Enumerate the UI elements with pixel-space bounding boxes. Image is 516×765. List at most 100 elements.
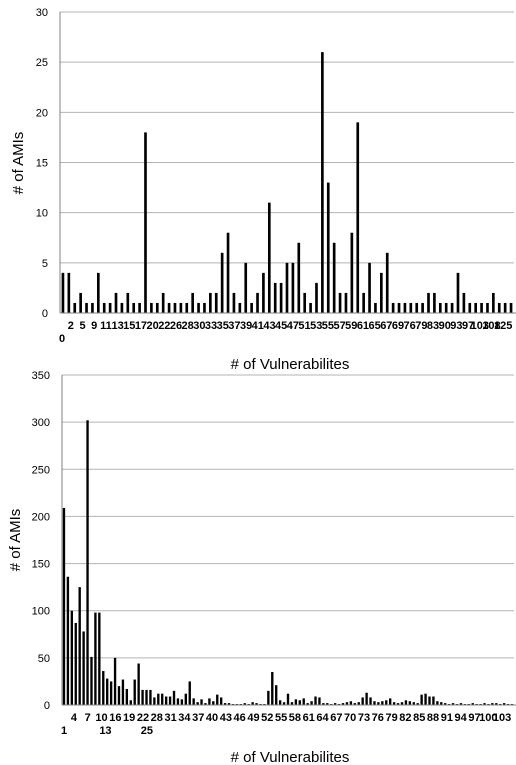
bar [369, 697, 371, 705]
bar [373, 701, 375, 705]
bar [428, 697, 430, 705]
bar [138, 303, 141, 313]
x-axis-title: # of Vulnerabilites [231, 356, 350, 370]
bar [161, 694, 163, 705]
bar [292, 263, 295, 313]
bar [79, 587, 81, 705]
bar [157, 694, 159, 705]
y-tick-label: 0 [44, 700, 50, 712]
y-tick-label: 15 [36, 158, 48, 170]
x-tick-label: 70 [344, 712, 356, 724]
bar [121, 303, 124, 313]
bar [267, 691, 269, 705]
bar [134, 680, 136, 705]
y-tick-label: 150 [32, 559, 50, 571]
bar [339, 293, 342, 313]
bar [498, 303, 501, 313]
bar [144, 132, 147, 313]
bar [86, 420, 88, 705]
x-tick-label: 39 [240, 320, 252, 332]
bar [492, 293, 495, 313]
bars [63, 420, 513, 705]
bar [185, 303, 188, 313]
x-tick-label: 13 [99, 725, 111, 737]
bar [405, 700, 407, 705]
bar [389, 698, 391, 705]
x-tick-label: 5 [79, 320, 85, 332]
x-tick-label: 91 [441, 712, 453, 724]
bar [227, 233, 230, 313]
bar [415, 303, 418, 313]
y-tick-label: 0 [42, 308, 48, 320]
x-tick-label: 61 [303, 712, 315, 724]
x-tick-label: 16 [109, 712, 121, 724]
bar [200, 699, 202, 705]
bar [315, 283, 318, 313]
x-tick-label: 55 [275, 712, 287, 724]
x-tick-label: 20 [147, 320, 159, 332]
bar [68, 273, 71, 313]
x-tick-label: 58 [289, 712, 301, 724]
y-tick-label: 200 [32, 511, 50, 523]
bar [126, 293, 129, 313]
x-tick-label: 17 [135, 320, 147, 332]
x-tick-label: 64 [316, 712, 329, 724]
bar [314, 697, 316, 705]
bar [280, 283, 283, 313]
bar [386, 253, 389, 313]
x-tick-label: 25 [141, 725, 153, 737]
x-tick-label: 22 [158, 320, 170, 332]
x-tick-label: 67 [330, 712, 342, 724]
x-tick-label: 28 [151, 712, 163, 724]
bar [398, 303, 401, 313]
x-tick-label: 22 [137, 712, 149, 724]
bar [445, 303, 448, 313]
bar [189, 681, 191, 705]
bar [327, 183, 330, 313]
bar [436, 701, 438, 705]
x-tick-label: 31 [164, 712, 176, 724]
bar [181, 699, 183, 705]
x-tick-label: 59 [345, 320, 357, 332]
x-tick-label: 46 [234, 712, 246, 724]
bar [427, 293, 430, 313]
x-tick-label: 49 [247, 712, 259, 724]
bar [90, 657, 92, 705]
bar [150, 303, 153, 313]
y-tick-label: 25 [36, 57, 48, 69]
bar [239, 303, 242, 313]
bar [137, 664, 139, 705]
x-tick-label: 43 [220, 712, 232, 724]
x-tick-label: 34 [178, 712, 191, 724]
bar [457, 273, 460, 313]
x-tick-label: 19 [123, 712, 135, 724]
x-tick-label: 13 [111, 320, 123, 332]
bar [185, 694, 187, 705]
x-tick-label: 0 [59, 333, 65, 345]
y-tick-label: 300 [32, 417, 50, 429]
bar [250, 303, 253, 313]
bar [102, 671, 104, 705]
bar [365, 693, 367, 705]
x-tick-label: 4 [71, 712, 78, 724]
x-tick-label: 55 [322, 320, 334, 332]
bar [268, 203, 271, 313]
bar [385, 700, 387, 705]
bar [486, 303, 489, 313]
x-tick-label: 11 [100, 320, 112, 332]
x-tick-label: 33 [205, 320, 217, 332]
x-tick-label: 1 [61, 725, 67, 737]
x-tick-label: 79 [415, 320, 427, 332]
bar [439, 303, 442, 313]
bar [115, 293, 118, 313]
bar [132, 303, 135, 313]
bar [356, 122, 359, 313]
bar [109, 303, 112, 313]
x-tick-label: 88 [427, 712, 439, 724]
bar [262, 273, 265, 313]
bar [299, 700, 301, 705]
x-tick-labels: 4 7 10 16 19 22 28 31 34 37 40 43 46 49 52 55 58 61 64 67 70… [61, 712, 511, 737]
x-axis-title: # of Vulnerabilites [231, 749, 350, 765]
x-tick-label: 28 [182, 320, 194, 332]
